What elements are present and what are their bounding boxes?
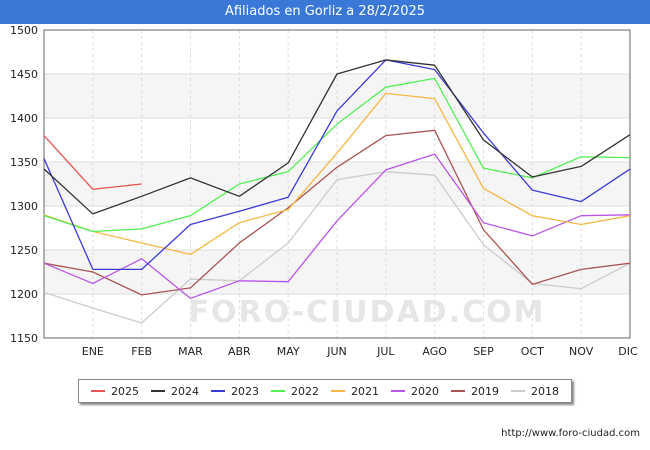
legend-item-2022: 2022: [271, 385, 319, 398]
x-tick-label: MAY: [277, 345, 300, 358]
legend-item-2024: 2024: [151, 385, 199, 398]
plot-area: [44, 30, 630, 338]
x-tick-label: ENE: [82, 345, 104, 358]
x-tick-label: ABR: [228, 345, 251, 358]
series-line-2024: [43, 59, 631, 215]
source-link[interactable]: http://www.foro-ciudad.com: [501, 428, 640, 439]
legend-swatch: [271, 390, 285, 392]
x-tick-label: FEB: [131, 345, 152, 358]
x-tick-label: NOV: [569, 345, 594, 358]
x-tick-label: MAR: [178, 345, 203, 358]
legend-label: 2020: [411, 384, 439, 398]
x-tick-label: AGO: [422, 345, 447, 358]
legend-item-2019: 2019: [451, 385, 499, 398]
series-line-2023: [43, 59, 631, 271]
legend-label: 2021: [351, 384, 379, 398]
series-lines: [43, 59, 631, 324]
legend-swatch: [451, 390, 465, 392]
legend-swatch: [91, 390, 105, 392]
legend-item-2021: 2021: [331, 385, 379, 398]
x-tick-label: OCT: [521, 345, 544, 358]
legend-label: 2023: [231, 384, 259, 398]
legend: 2025 2024 2023 2022 2021 2020 2019 2018: [78, 379, 572, 403]
x-tick-label: SEP: [473, 345, 494, 358]
x-tick-label: JUN: [326, 345, 347, 358]
y-tick-label: 1350: [10, 156, 38, 169]
watermark-text: FORO-CIUDAD.COM: [189, 295, 546, 330]
legend-label: 2019: [471, 384, 499, 398]
legend-item-2018: 2018: [511, 385, 559, 398]
legend-item-2023: 2023: [211, 385, 259, 398]
legend-swatch: [331, 390, 345, 392]
x-tick-label: JUL: [376, 345, 395, 358]
series-line-2020: [43, 153, 631, 300]
legend-label: 2018: [531, 384, 559, 398]
legend-swatch: [391, 390, 405, 392]
x-axis-ticks: ENE FEB MAR ABR MAY JUN JUL AGO SEP OCT NOV DIC: [82, 345, 638, 358]
y-tick-label: 1450: [10, 68, 38, 81]
legend-swatch: [151, 390, 165, 392]
y-axis-ticks: 1150 1200 1250 1300 1350 1400 1450 1500: [10, 24, 38, 345]
legend-label: 2024: [171, 384, 199, 398]
legend-swatch: [511, 390, 525, 392]
series-line-2019: [43, 129, 631, 296]
x-tick-label: DIC: [618, 345, 638, 358]
y-tick-label: 1250: [10, 244, 38, 257]
y-tick-label: 1500: [10, 24, 38, 37]
legend-swatch: [211, 390, 225, 392]
y-tick-label: 1400: [10, 112, 38, 125]
legend-label: 2025: [111, 384, 139, 398]
series-line-2021: [43, 92, 631, 256]
legend-item-2020: 2020: [391, 385, 439, 398]
y-tick-label: 1150: [10, 332, 38, 345]
legend-item-2025: 2025: [91, 385, 139, 398]
plot-border: [43, 29, 631, 339]
legend-label: 2022: [291, 384, 319, 398]
chart-title: Afiliados en Gorliz a 28/2/2025: [0, 0, 650, 24]
y-tick-label: 1300: [10, 200, 38, 213]
series-line-2022: [43, 77, 631, 233]
y-tick-label: 1200: [10, 288, 38, 301]
watermark-layer: FORO-CIUDAD.COM: [189, 295, 546, 330]
series-line-2025: [43, 135, 142, 190]
